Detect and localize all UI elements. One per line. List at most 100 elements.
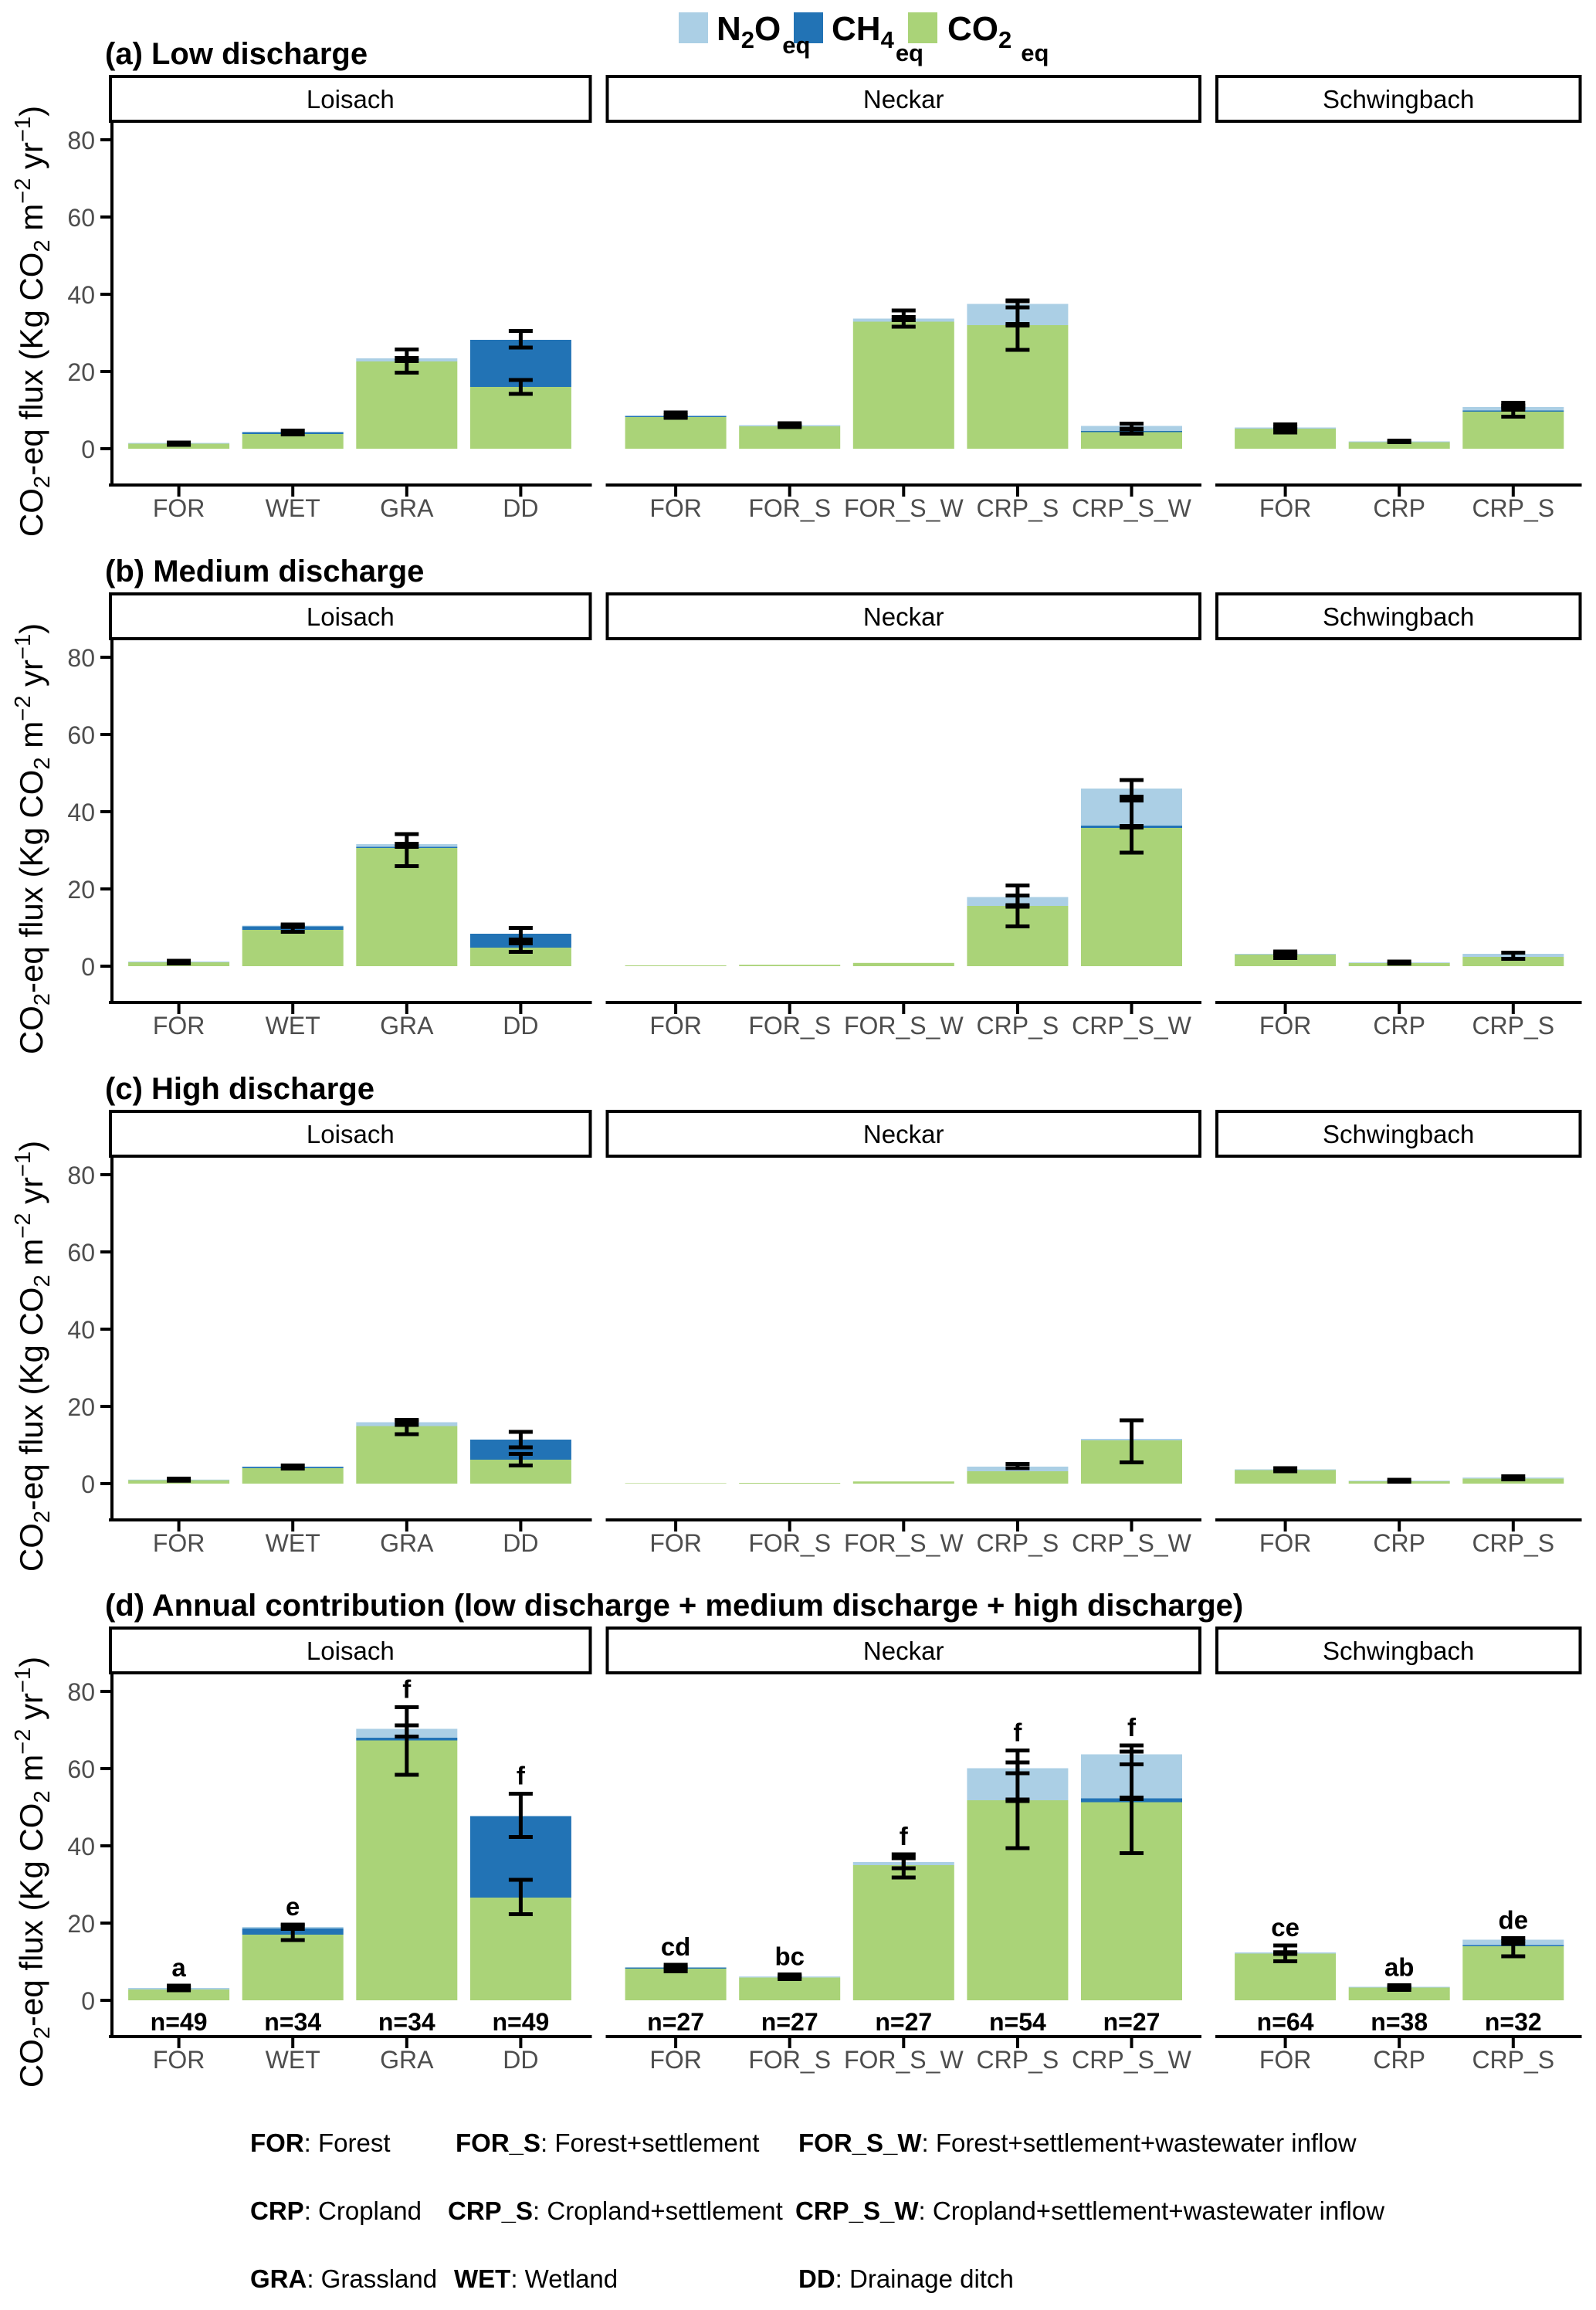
svg-text:FOR: FOR: [649, 2046, 702, 2074]
svg-text:FOR: FOR: [1259, 1012, 1312, 1040]
svg-text:40: 40: [67, 281, 95, 309]
svg-text:Loisach: Loisach: [307, 85, 395, 114]
svg-text:FOR: FOR: [153, 1012, 205, 1040]
svg-text:20: 20: [67, 876, 95, 904]
svg-text:(d) Annual contribution (low d: (d) Annual contribution (low discharge +…: [105, 1589, 1243, 1623]
svg-text:f: f: [1127, 1713, 1137, 1742]
svg-text:WET: WET: [266, 1012, 320, 1040]
svg-text:CRP_S: CRP_S: [1472, 1012, 1554, 1040]
svg-text:DD: DD: [503, 2046, 538, 2074]
svg-text:Schwingbach: Schwingbach: [1323, 602, 1474, 631]
svg-text:40: 40: [67, 799, 95, 826]
svg-text:CRP: CRP: [1373, 1529, 1425, 1557]
svg-text:CO2-eq flux (Kg CO2 m−2 yr−1): CO2-eq flux (Kg CO2 m−2 yr−1): [11, 1657, 55, 2088]
svg-text:f: f: [1013, 1718, 1022, 1747]
svg-text:(c) High discharge: (c) High discharge: [105, 1072, 374, 1106]
svg-text:80: 80: [67, 644, 95, 672]
svg-text:n=64: n=64: [1257, 2008, 1314, 2036]
svg-text:FOR_S: FOR_S: [748, 1012, 831, 1040]
svg-text:a: a: [171, 1953, 186, 1982]
svg-text:CO2-eq flux (Kg CO2 m−2 yr−1): CO2-eq flux (Kg CO2 m−2 yr−1): [11, 1141, 55, 1572]
svg-text:FOR_S: FOR_S: [748, 2046, 831, 2074]
svg-text:Loisach: Loisach: [307, 1637, 395, 1665]
svg-text:GRA: Grassland: GRA: Grassland: [250, 2264, 437, 2293]
svg-text:Neckar: Neckar: [863, 1637, 944, 1665]
svg-text:CRP: CRP: [1373, 1012, 1425, 1040]
svg-text:CRP_S: CRP_S: [977, 494, 1059, 522]
svg-text:20: 20: [67, 1393, 95, 1421]
svg-text:40: 40: [67, 1833, 95, 1861]
svg-text:n=49: n=49: [492, 2008, 549, 2036]
svg-text:FOR: FOR: [153, 494, 205, 522]
svg-text:FOR: FOR: [649, 1012, 702, 1040]
svg-text:e: e: [286, 1892, 300, 1921]
svg-text:FOR_S_W: Forest+settlement+was: FOR_S_W: Forest+settlement+wastewater in…: [798, 2129, 1357, 2157]
svg-text:Neckar: Neckar: [863, 602, 944, 631]
svg-text:80: 80: [67, 127, 95, 154]
svg-text:f: f: [517, 1762, 526, 1790]
svg-text:n=27: n=27: [647, 2008, 704, 2036]
svg-text:n=34: n=34: [378, 2008, 435, 2036]
svg-text:80: 80: [67, 1162, 95, 1189]
svg-text:80: 80: [67, 1678, 95, 1706]
svg-text:FOR: FOR: [649, 1529, 702, 1557]
svg-text:GRA: GRA: [380, 494, 434, 522]
svg-text:60: 60: [67, 721, 95, 749]
svg-text:ce: ce: [1271, 1913, 1300, 1942]
svg-text:GRA: GRA: [380, 1012, 434, 1040]
svg-text:cd: cd: [661, 1932, 691, 1961]
svg-text:ab: ab: [1384, 1953, 1415, 1982]
svg-text:n=27: n=27: [761, 2008, 818, 2036]
svg-text:GRA: GRA: [380, 1529, 434, 1557]
svg-text:FOR: FOR: [153, 1529, 205, 1557]
svg-text:CRP: CRP: [1373, 494, 1425, 522]
svg-text:60: 60: [67, 1239, 95, 1267]
svg-text:DD: DD: [503, 1012, 538, 1040]
svg-text:0: 0: [81, 436, 95, 463]
svg-text:(a) Low discharge: (a) Low discharge: [105, 37, 368, 71]
svg-text:n=49: n=49: [151, 2008, 208, 2036]
svg-text:Schwingbach: Schwingbach: [1323, 1120, 1474, 1148]
svg-text:Schwingbach: Schwingbach: [1323, 85, 1474, 114]
svg-text:(b) Medium discharge: (b) Medium discharge: [105, 555, 424, 589]
svg-text:N2Oeq: N2Oeq: [717, 10, 810, 59]
svg-text:CRP: Cropland: CRP: Cropland: [250, 2196, 422, 2225]
svg-text:CRP_S: Cropland+settlement: CRP_S: Cropland+settlement: [448, 2196, 783, 2225]
svg-text:FOR_S_W: FOR_S_W: [844, 494, 964, 522]
svg-text:DD: DD: [503, 1529, 538, 1557]
svg-text:f: f: [900, 1822, 909, 1850]
svg-text:60: 60: [67, 1755, 95, 1783]
svg-text:bc: bc: [774, 1942, 805, 1971]
svg-text:n=27: n=27: [1103, 2008, 1161, 2036]
svg-text:FOR: FOR: [1259, 1529, 1312, 1557]
svg-text:GRA: GRA: [380, 2046, 434, 2074]
svg-text:FOR: FOR: [1259, 2046, 1312, 2074]
svg-text:FOR: FOR: [153, 2046, 205, 2074]
svg-text:FOR_S: FOR_S: [748, 494, 831, 522]
svg-text:20: 20: [67, 1910, 95, 1938]
svg-text:CO2-eq flux (Kg CO2 m−2 yr−1): CO2-eq flux (Kg CO2 m−2 yr−1): [11, 106, 55, 537]
svg-text:FOR_S_W: FOR_S_W: [844, 1529, 964, 1557]
svg-text:WET: WET: [266, 2046, 320, 2074]
svg-text:CRP_S_W: Cropland+settlement+w: CRP_S_W: Cropland+settlement+wastewater …: [795, 2196, 1384, 2225]
svg-text:0: 0: [81, 1470, 95, 1498]
svg-text:20: 20: [67, 358, 95, 386]
svg-text:Neckar: Neckar: [863, 85, 944, 114]
svg-text:CO2-eq flux (Kg CO2 m−2 yr−1): CO2-eq flux (Kg CO2 m−2 yr−1): [11, 623, 55, 1054]
svg-text:40: 40: [67, 1316, 95, 1344]
svg-text:WET: WET: [266, 494, 320, 522]
svg-text:FOR: Forest: FOR: Forest: [250, 2129, 391, 2157]
svg-text:CRP: CRP: [1373, 2046, 1425, 2074]
svg-text:Neckar: Neckar: [863, 1120, 944, 1148]
svg-text:0: 0: [81, 1987, 95, 2015]
svg-text:0: 0: [81, 953, 95, 981]
svg-text:FOR_S_W: FOR_S_W: [844, 1012, 964, 1040]
svg-text:CRP_S: CRP_S: [977, 2046, 1059, 2074]
svg-text:Schwingbach: Schwingbach: [1323, 1637, 1474, 1665]
svg-text:CRP_S_W: CRP_S_W: [1072, 1529, 1192, 1557]
svg-text:n=34: n=34: [264, 2008, 321, 2036]
svg-text:WET: WET: [266, 1529, 320, 1557]
svg-text:DD: Drainage ditch: DD: Drainage ditch: [798, 2264, 1014, 2293]
svg-text:CRP_S_W: CRP_S_W: [1072, 1012, 1192, 1040]
